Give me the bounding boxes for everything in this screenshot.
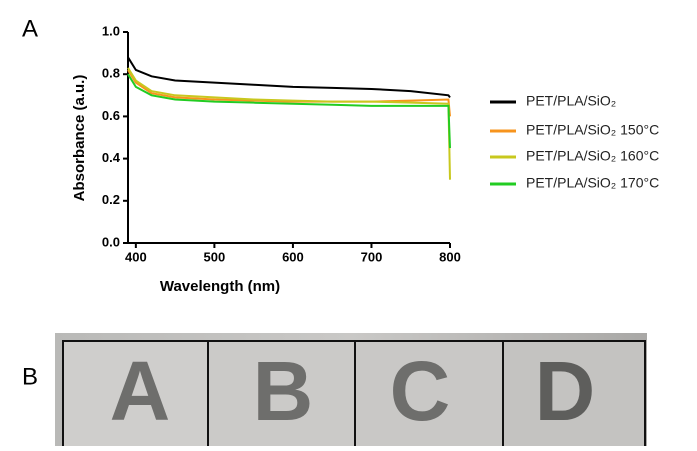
sample — [207, 340, 356, 451]
panel-label: A — [22, 15, 38, 42]
y-tick-label: 0.2 — [102, 192, 120, 207]
legend-label: PET/PLA/SiO₂ 150°C — [526, 122, 659, 138]
y-tick-label: 1.0 — [102, 23, 120, 38]
sample — [62, 340, 209, 451]
x-tick-label: 500 — [204, 249, 226, 264]
sample — [502, 340, 646, 451]
x-tick-label: 400 — [125, 249, 147, 264]
y-tick-label: 0.4 — [102, 150, 121, 165]
y-tick-label: 0.8 — [102, 66, 120, 81]
legend-label: PET/PLA/SiO₂ — [526, 93, 616, 109]
photo-letter: D — [535, 344, 596, 438]
photo: A B C D — [55, 333, 647, 451]
chart: Wavelength (nm) Absorbance (a.u.) 0.0 0.2… — [71, 23, 659, 295]
legend-label: PET/PLA/SiO₂ 160°C — [526, 148, 659, 164]
x-tick-label: 800 — [439, 249, 461, 264]
x-tick-label: 600 — [282, 249, 304, 264]
series-line — [127, 69, 451, 117]
photo-letter: C — [390, 344, 451, 438]
y-tick-label: 0.6 — [102, 108, 120, 123]
panel-label: B — [22, 363, 38, 390]
y-tick-label: 0.0 — [102, 234, 120, 249]
series-line — [127, 73, 451, 149]
x-tick-label: 700 — [361, 249, 383, 264]
series-line — [127, 56, 451, 99]
series-line — [127, 67, 451, 180]
photo-letter: A — [110, 344, 171, 438]
photo-letter: B — [253, 344, 314, 438]
y-axis-title: Absorbance (a.u.) — [71, 75, 88, 202]
legend-label: PET/PLA/SiO₂ 170°C — [526, 175, 659, 191]
x-axis-title: Wavelength (nm) — [160, 278, 280, 295]
sample — [354, 340, 504, 451]
